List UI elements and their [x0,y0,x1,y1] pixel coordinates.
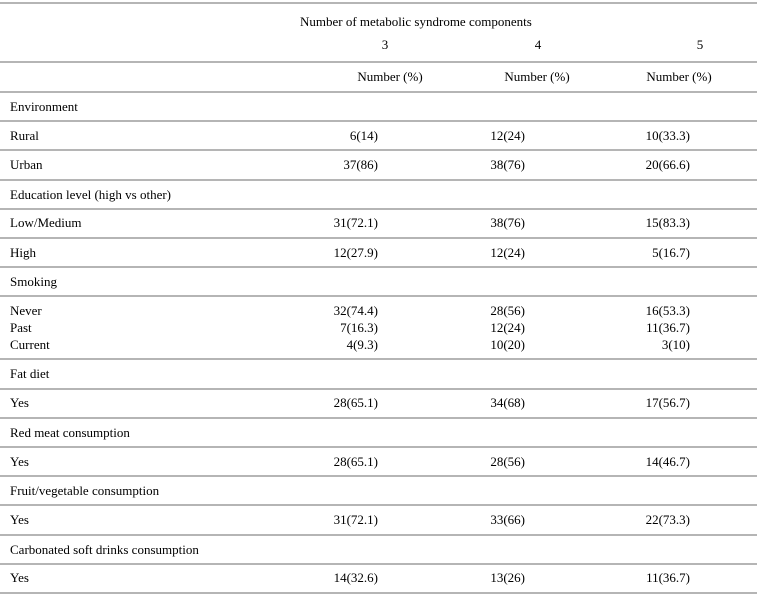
cell-value: 16(53.3) [645,302,690,318]
section-label: Carbonated soft drinks consumption [10,541,199,557]
row-rule [0,266,757,269]
cell-value: 11(36.7) [646,319,690,335]
row-label: Past [10,319,32,335]
row-label: Current [10,336,50,352]
section-label: Red meat consumption [10,424,130,440]
cell-value: 12(27.9) [333,244,378,260]
cell-value: 10(20) [490,336,525,352]
section-label: Fruit/vegetable consumption [10,483,160,499]
row-rule [0,2,757,4]
row-rule [0,416,757,419]
cell-value: 22(73.3) [645,512,690,527]
row-rule [0,504,757,507]
cell-value: 4(9.3) [346,336,378,352]
cell-value: 13(26) [490,570,525,586]
cell-value: 31(72.1) [333,512,378,527]
cell-value: 34(68) [490,395,525,411]
row-label: Yes [10,453,29,469]
row-rule [0,475,757,478]
cell-value: 37(86) [343,157,378,172]
cell-value: 15(83.3) [645,215,690,231]
header-title: Number of metabolic syndrome components [300,14,532,29]
column-header: 4 [534,37,542,52]
row-rule [0,207,757,210]
row-rule [0,149,757,152]
column-header: 5 [696,37,704,52]
section-label: Fat diet [10,366,50,382]
cell-value: 12(24) [490,244,525,260]
row-label: High [10,244,36,260]
cell-value: 32(74.4) [333,302,378,318]
row-rule [0,592,757,594]
cell-value: 11(36.7) [646,570,690,586]
cell-value: 28(56) [490,453,525,469]
cell-value: 33(66) [490,512,525,527]
column-subheader: Number (%) [646,69,712,84]
cell-value: 14(32.6) [333,570,378,586]
row-rule [0,295,757,298]
row-label: Yes [10,570,29,586]
column-header: 3 [381,37,389,52]
row-label: Yes [10,395,29,411]
row-rule [0,533,757,536]
cell-value: 38(76) [490,157,525,172]
section-label: Environment [10,99,78,114]
cell-value: 3(10) [661,336,690,352]
row-rule [0,562,757,565]
cell-value: 28(65.1) [333,395,378,411]
cell-value: 12(24) [490,319,525,335]
cell-value: 10(33.3) [645,127,690,143]
row-rule [0,358,757,361]
row-label: Rural [10,127,39,143]
cell-value: 5(16.7) [652,244,690,260]
row-rule [0,446,757,448]
section-label: Smoking [10,274,57,290]
row-label: Low/Medium [10,215,82,231]
row-label: Yes [10,512,29,527]
column-subheader: Number (%) [357,69,423,84]
row-rule [0,120,757,123]
cell-value: 28(56) [490,302,525,318]
row-rule [0,237,757,239]
cell-value: 14(46.7) [645,453,690,469]
cell-value: 7(16.3) [340,319,378,335]
row-label: Never [10,302,42,318]
row-rule [0,178,757,181]
section-label: Education level (high vs other) [10,186,172,202]
column-subheader: Number (%) [504,69,570,84]
cell-value: 28(65.1) [333,453,378,469]
row-rule [0,91,757,93]
cell-value: 12(24) [490,127,525,143]
row-rule [0,387,757,390]
cell-value: 20(66.6) [645,157,690,172]
cell-value: 17(56.7) [645,395,690,411]
cell-value: 31(72.1) [333,215,378,231]
row-rule [0,61,757,63]
row-label: Urban [10,157,43,172]
cell-value: 38(76) [490,215,525,231]
cell-value: 6(14) [349,127,378,143]
